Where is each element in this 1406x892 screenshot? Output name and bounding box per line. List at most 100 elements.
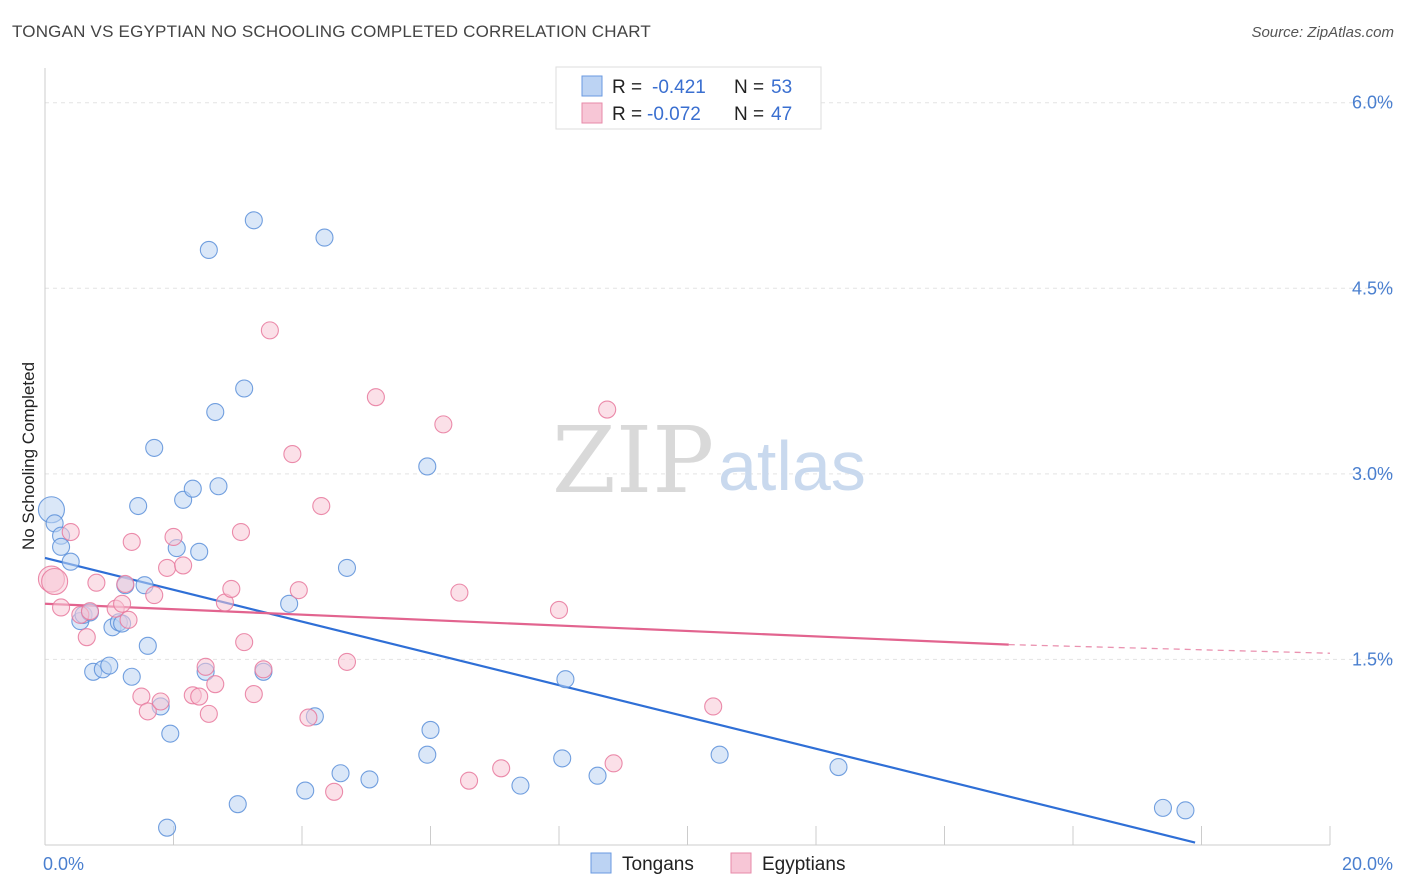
legend-r-label-egyptians: R = (612, 104, 642, 125)
point-egyptians (52, 598, 71, 617)
point-egyptians (312, 496, 331, 516)
axes (44, 68, 1331, 846)
trendlines (44, 556, 1331, 844)
point-tongans (418, 457, 437, 476)
legend-swatch-egyptians (581, 102, 603, 124)
point-tongans (228, 795, 247, 814)
point-tongans (209, 477, 228, 496)
point-egyptians (366, 388, 385, 407)
point-tongans (331, 764, 350, 783)
y-tick-label: 4.5% (1352, 278, 1393, 298)
point-tongans (138, 636, 157, 655)
point-tongans (360, 770, 379, 789)
point-tongans (710, 745, 729, 764)
point-egyptians (492, 759, 511, 778)
point-tongans (337, 558, 357, 577)
point-egyptians (196, 657, 215, 676)
point-egyptians (138, 702, 157, 721)
point-egyptians (174, 556, 193, 575)
point-egyptians (80, 602, 100, 621)
point-tongans (1176, 801, 1195, 820)
y-axis-label: No Schooling Completed (19, 362, 38, 550)
point-tongans (61, 552, 80, 571)
point-egyptians (151, 692, 170, 711)
point-tongans (145, 438, 164, 457)
bottom-legend-swatch-tongans (590, 852, 612, 874)
point-tongans (161, 724, 180, 743)
legend-n-value-egyptians: 47 (771, 104, 792, 125)
point-egyptians (122, 532, 141, 551)
legend-r-label-tongans: R = (612, 77, 642, 98)
x-tick-label: 0.0% (43, 854, 84, 874)
point-tongans (280, 594, 299, 613)
point-tongans (183, 479, 202, 498)
point-egyptians (549, 600, 569, 620)
legend-swatch-tongans (581, 75, 603, 97)
point-egyptians (164, 527, 183, 547)
point-tongans (100, 656, 119, 675)
point-tongans (244, 211, 263, 230)
point-egyptians (434, 415, 453, 434)
point-tongans (315, 228, 334, 247)
point-tongans (122, 667, 141, 686)
point-egyptians (190, 687, 209, 706)
point-egyptians (283, 445, 302, 464)
point-egyptians (41, 567, 69, 596)
trendline-tongans (44, 556, 1196, 844)
watermark-atlas: atlas (718, 427, 866, 505)
bottom-legend-egyptians: Egyptians (762, 854, 845, 875)
point-tongans (190, 542, 209, 561)
data-points (37, 211, 1195, 837)
legend-r-value-tongans: -0.421 (652, 77, 706, 98)
watermark-zip: ZIP (552, 407, 714, 514)
point-egyptians (299, 708, 318, 727)
point-egyptians (325, 782, 344, 801)
point-tongans (421, 720, 440, 740)
bottom-legend: Tongans Egyptians (590, 852, 845, 875)
point-egyptians (222, 579, 241, 598)
point-egyptians (113, 594, 132, 613)
point-tongans (829, 758, 848, 777)
tick-labels: 1.5% 3.0% 4.5% 6.0% 0.0% 20.0% (43, 93, 1393, 874)
point-tongans (418, 745, 437, 764)
bottom-legend-swatch-egyptians (730, 852, 752, 874)
point-egyptians (87, 573, 106, 592)
point-egyptians (598, 400, 617, 419)
point-egyptians (337, 652, 357, 671)
point-egyptians (77, 628, 96, 647)
x-tick-label: 20.0% (1342, 854, 1393, 874)
bottom-legend-tongans: Tongans (622, 854, 694, 875)
point-egyptians (254, 660, 273, 679)
point-egyptians (206, 675, 225, 694)
point-egyptians (459, 771, 479, 790)
point-egyptians (244, 685, 263, 704)
y-tick-label: 1.5% (1352, 649, 1393, 669)
point-egyptians (116, 574, 135, 594)
point-egyptians (450, 583, 469, 602)
point-tongans (235, 379, 254, 398)
y-tick-label: 3.0% (1352, 464, 1393, 484)
chart-title: TONGAN VS EGYPTIAN NO SCHOOLING COMPLETE… (12, 22, 652, 41)
y-tick-label: 6.0% (1352, 93, 1393, 113)
legend-n-value-tongans: 53 (771, 77, 792, 98)
point-egyptians (235, 633, 254, 652)
point-tongans (199, 240, 218, 260)
point-tongans (129, 496, 148, 516)
point-tongans (52, 537, 71, 556)
point-tongans (553, 749, 572, 768)
point-tongans (1153, 798, 1172, 817)
point-egyptians (199, 704, 218, 723)
point-egyptians (289, 581, 308, 600)
point-tongans (158, 818, 177, 837)
point-tongans (206, 402, 225, 422)
point-egyptians (158, 558, 177, 577)
point-egyptians (61, 522, 80, 542)
legend-r-value-egyptians: -0.072 (647, 104, 701, 125)
point-tongans (511, 776, 530, 795)
point-egyptians (704, 697, 723, 716)
legend: R = -0.421 N = 53 R = -0.072 N = 47 (555, 66, 822, 130)
point-egyptians (604, 754, 623, 773)
source-label: Source: ZipAtlas.com (1251, 24, 1394, 41)
point-tongans (588, 766, 607, 785)
